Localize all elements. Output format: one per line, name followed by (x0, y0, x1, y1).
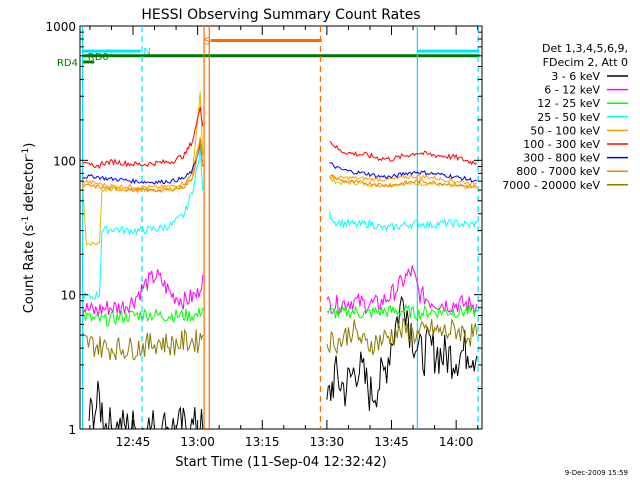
vline-layer (81, 26, 479, 429)
legend-header-1: Det 1,3,4,5,6,9, (542, 42, 628, 55)
series-line (82, 145, 204, 300)
legend-label: 7000 - 20000 keV (502, 179, 600, 192)
series-line (329, 162, 478, 183)
series-line (82, 139, 204, 185)
legend-label: 12 - 25 keV (537, 97, 600, 110)
series-line (82, 106, 204, 170)
series-line (326, 265, 478, 315)
legend-label: 800 - 7000 keV (516, 165, 600, 178)
y-axis-label: Count Rate (s-1 detector-1) (21, 143, 37, 314)
series-line (82, 91, 204, 247)
legend-label: 25 - 50 keV (537, 111, 600, 124)
y-tick-label: 1000 (45, 20, 76, 34)
legend-label: 3 - 6 keV (551, 70, 600, 83)
y-axis-label-part2: detector (22, 156, 37, 216)
chart-title: HESSI Observing Summary Count Rates (141, 7, 420, 23)
series-line (82, 136, 204, 190)
axis-layer: 1 10 100 1000 12:45 13:00 13:15 13:30 13:45 14:00 (45, 20, 482, 449)
series-layer (82, 91, 478, 431)
series-line (326, 295, 478, 411)
series-line (82, 328, 204, 361)
series-line (82, 307, 204, 328)
series-line (329, 140, 478, 166)
legend: Det 1,3,4,5,6,9, FDecim 2, Att 0 3 - 6 k… (502, 42, 628, 192)
y-tick-label: 1 (68, 423, 76, 437)
series-line (329, 173, 478, 189)
flag-label: S (204, 36, 210, 47)
series-line (88, 380, 204, 431)
y-axis-label-sup1: -1 (21, 216, 31, 225)
flag-label: N (143, 47, 150, 58)
flag-label: RD0 (88, 52, 109, 63)
legend-label: 100 - 300 keV (523, 138, 600, 151)
x-tick-label: 13:15 (245, 435, 280, 449)
y-tick-label: 100 (53, 154, 76, 168)
series-line (326, 316, 478, 356)
x-axis-label: Start Time (11-Sep-04 12:32:42) (175, 455, 386, 470)
x-tick-label: 14:00 (439, 435, 474, 449)
x-tick-label: 12:45 (116, 435, 151, 449)
footer-date: 9-Dec-2009 15:59 (565, 469, 628, 477)
legend-label: 50 - 100 keV (530, 124, 600, 137)
x-tick-label: 13:00 (180, 435, 215, 449)
series-line (329, 174, 477, 186)
y-tick-label: 10 (61, 289, 76, 303)
series-line (329, 210, 478, 232)
series-line (329, 177, 477, 190)
plot-frame (79, 25, 483, 430)
y-axis-label-part3: ) (22, 143, 37, 148)
legend-label: 6 - 12 keV (544, 84, 600, 97)
x-tick-label: 13:30 (310, 435, 345, 449)
legend-header-2: FDecim 2, Att 0 (543, 56, 628, 69)
series-line (82, 139, 204, 194)
flag-layer: N S RD0 RD4 (57, 36, 480, 69)
x-tick-label: 13:45 (374, 435, 409, 449)
series-line (82, 269, 204, 317)
series-line (326, 303, 478, 322)
y-axis-label-part1: Count Rate (s (22, 225, 37, 314)
flag-label: RD4 (57, 58, 78, 69)
y-axis-label-sup2: -1 (21, 148, 31, 157)
legend-label: 300 - 800 keV (523, 152, 600, 165)
